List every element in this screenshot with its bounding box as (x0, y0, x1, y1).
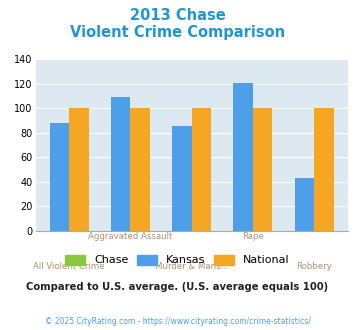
Text: © 2025 CityRating.com - https://www.cityrating.com/crime-statistics/: © 2025 CityRating.com - https://www.city… (45, 317, 310, 326)
Bar (233, 83, 253, 231)
Bar (111, 97, 131, 231)
Bar (295, 178, 314, 231)
Text: Murder & Mans...: Murder & Mans... (155, 262, 229, 271)
Text: All Violent Crime: All Violent Crime (33, 262, 105, 271)
Bar (253, 109, 273, 231)
Text: Violent Crime Comparison: Violent Crime Comparison (70, 25, 285, 40)
Bar (69, 109, 89, 231)
Bar (50, 123, 69, 231)
Bar (131, 109, 150, 231)
Bar (172, 126, 192, 231)
Text: Robbery: Robbery (296, 262, 332, 271)
Bar (192, 109, 211, 231)
Text: Compared to U.S. average. (U.S. average equals 100): Compared to U.S. average. (U.S. average … (26, 282, 329, 292)
Legend: Chase, Kansas, National: Chase, Kansas, National (65, 255, 290, 265)
Text: 2013 Chase: 2013 Chase (130, 8, 225, 23)
Bar (314, 109, 334, 231)
